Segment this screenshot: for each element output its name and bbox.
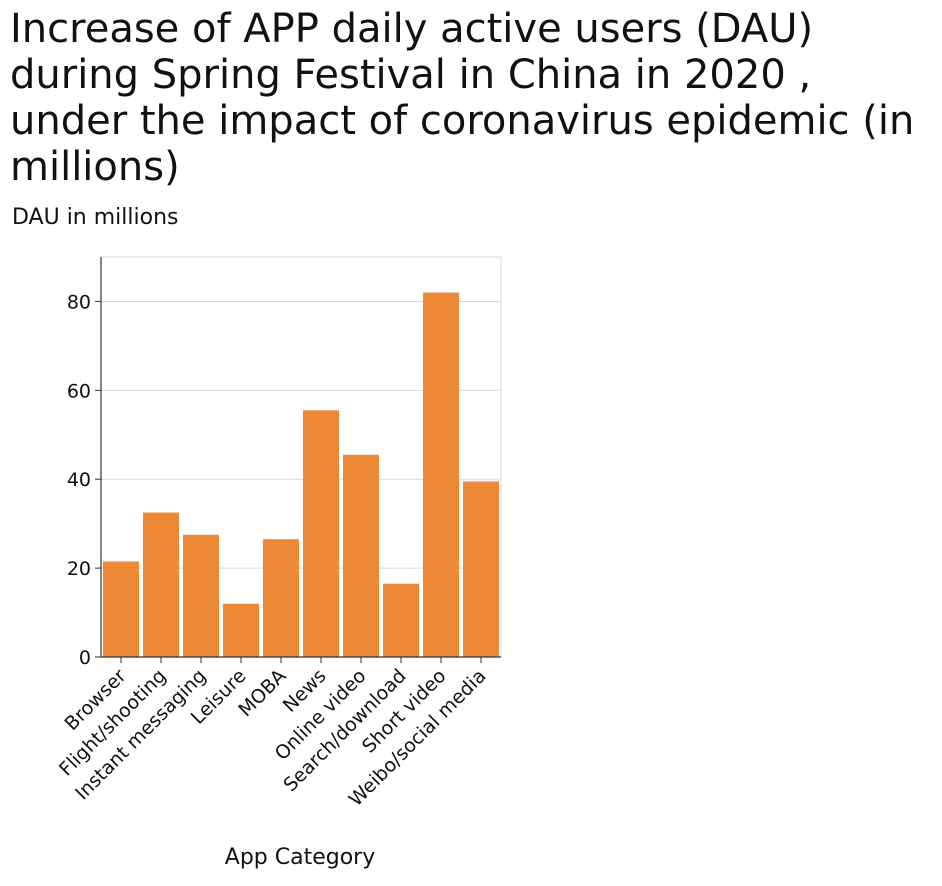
bar-flight-shooting[interactable]: [143, 512, 179, 657]
chart-title: Increase of APP daily active users (DAU)…: [10, 6, 915, 190]
bar-online-video[interactable]: [343, 454, 379, 657]
bar-leisure[interactable]: [223, 603, 259, 657]
bar-browser[interactable]: [103, 561, 139, 657]
bar-instant-messaging[interactable]: [183, 534, 219, 657]
bars: [103, 292, 499, 657]
y-tick-label: 60: [67, 380, 91, 402]
bar-search-download[interactable]: [383, 583, 419, 657]
axes: [100, 256, 502, 658]
x-axis-label: App Category: [224, 845, 376, 870]
y-tick-label: 40: [67, 469, 91, 491]
y-ticks: 0 20 40 60 80: [67, 291, 101, 669]
y-axis-label: DAU in millions: [12, 205, 179, 230]
y-tick-label: 80: [67, 291, 91, 313]
y-tick-label: 0: [79, 647, 91, 669]
bar-moba[interactable]: [263, 539, 299, 657]
y-tick-label: 20: [67, 558, 91, 580]
bar-short-video[interactable]: [423, 292, 459, 657]
bar-weibo-social-media[interactable]: [463, 481, 499, 657]
bar-news[interactable]: [303, 410, 339, 657]
